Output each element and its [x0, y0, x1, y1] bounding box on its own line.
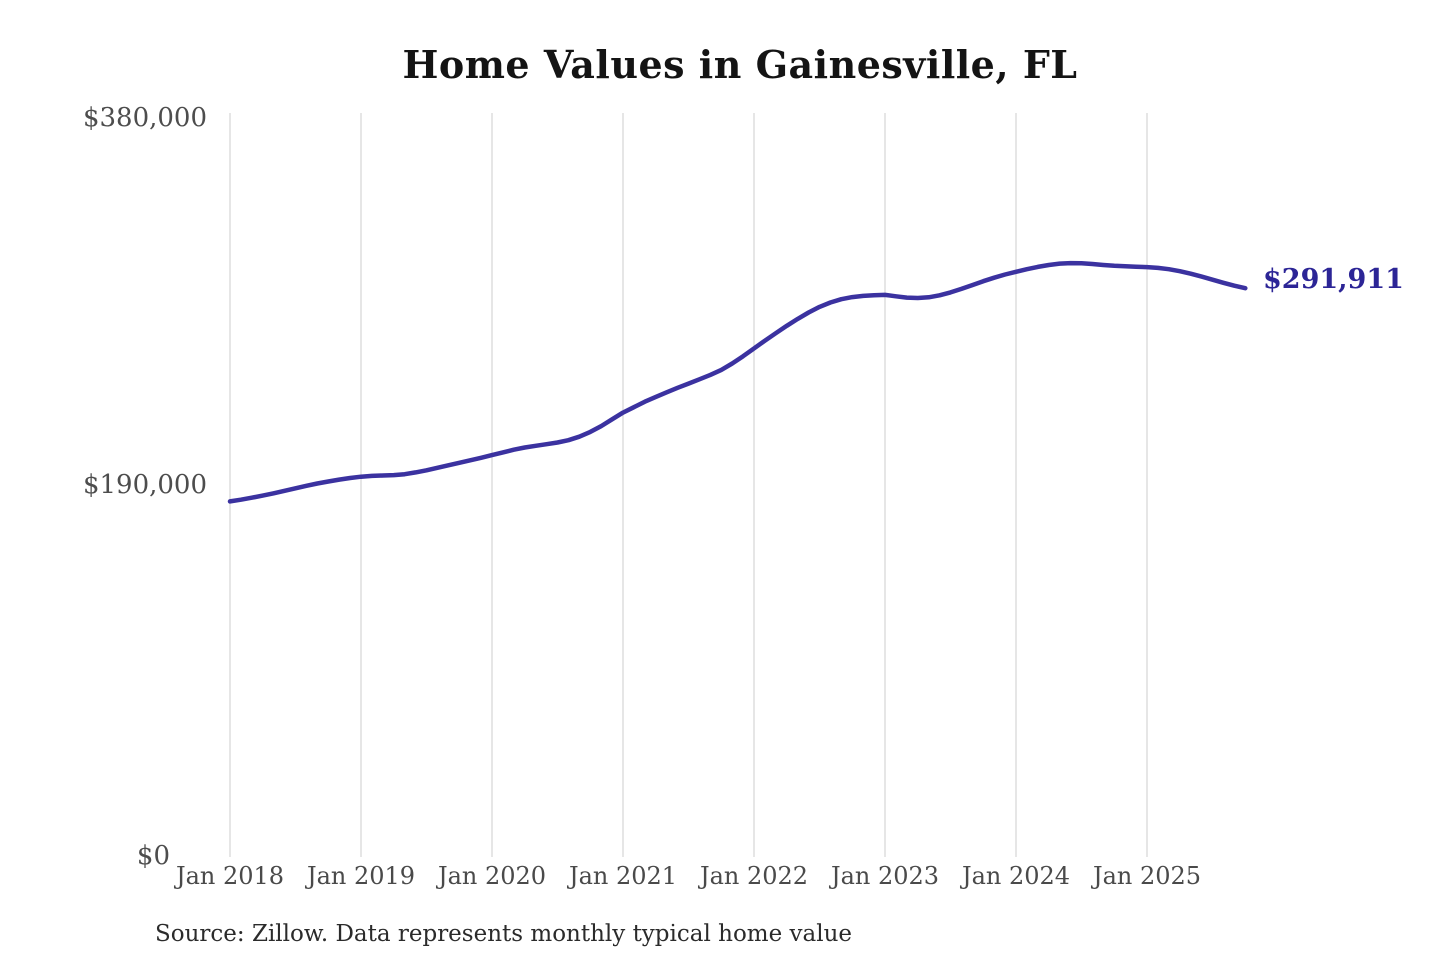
y-axis-label-190k: $190,000	[82, 470, 207, 500]
y-axis-label-0: $0	[136, 841, 170, 871]
x-axis-tick-label: Jan 2025	[1092, 862, 1202, 890]
x-axis-tick-label: Jan 2023	[830, 862, 940, 890]
x-axis-tick-label: Jan 2018	[175, 862, 285, 890]
x-axis-tick-label: Jan 2019	[306, 862, 416, 890]
chart-title: Home Values in Gainesville, FL	[402, 42, 1078, 87]
x-axis-tick-label: Jan 2022	[699, 862, 809, 890]
source-note: Source: Zillow. Data represents monthly …	[155, 921, 853, 947]
x-axis-tick-label: Jan 2021	[568, 862, 678, 890]
x-axis-tick-label: Jan 2020	[437, 862, 547, 890]
year-gridlines	[229, 113, 1148, 857]
latest-value-label: $291,911	[1263, 264, 1404, 295]
home-value-line	[227, 260, 1248, 504]
y-axis-label-380k: $380,000	[82, 103, 207, 133]
x-axis-tick-label: Jan 2024	[961, 862, 1071, 890]
